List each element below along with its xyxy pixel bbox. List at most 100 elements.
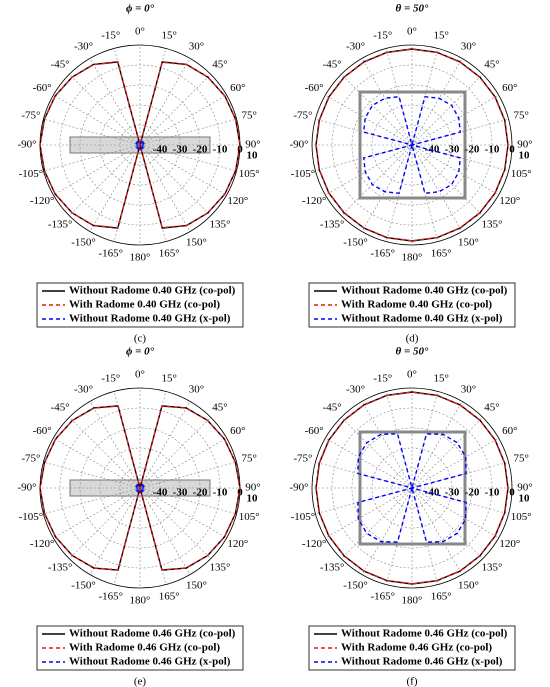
grid-spoke bbox=[139, 144, 191, 232]
angle-tick-label: 45° bbox=[484, 402, 499, 414]
angle-tick-label: 0° bbox=[407, 26, 417, 38]
angle-tick-label: 75° bbox=[241, 452, 256, 464]
grid-spoke bbox=[139, 487, 227, 539]
grid-spoke bbox=[139, 487, 191, 575]
legend-label: Without Radome 0.46 GHz (co-pol) bbox=[69, 628, 236, 640]
r-tick-label: -20 bbox=[465, 144, 480, 156]
grid-spoke bbox=[361, 58, 413, 146]
angle-tick-label: 135° bbox=[209, 218, 230, 230]
angle-tick-label: 90° bbox=[517, 139, 532, 151]
grid-spoke bbox=[53, 487, 141, 539]
grid-spoke bbox=[341, 417, 413, 489]
r-tick-label: 0 bbox=[509, 487, 515, 499]
grid-spoke bbox=[89, 144, 141, 232]
r-tick-label: -10 bbox=[213, 144, 228, 156]
r-tick-label: -40 bbox=[425, 144, 440, 156]
angle-tick-label: 30° bbox=[461, 384, 476, 396]
caption: (f) bbox=[407, 676, 418, 687]
pattern-line bbox=[39, 405, 241, 571]
grid-spoke bbox=[139, 74, 211, 146]
angle-tick-label: 30° bbox=[189, 41, 204, 53]
chart-title: θ = 50° bbox=[396, 346, 429, 358]
grid-spoke bbox=[69, 487, 141, 559]
angle-tick-label: 135° bbox=[481, 561, 502, 573]
legend-label: Without Radome 0.40 GHz (co-pol) bbox=[69, 285, 236, 297]
grid-spoke bbox=[411, 487, 499, 539]
angle-tick-label: 15° bbox=[162, 29, 177, 41]
angle-tick-label: -75° bbox=[21, 109, 40, 121]
angle-tick-label: -15° bbox=[373, 372, 392, 384]
grid-spoke bbox=[139, 118, 237, 146]
grid-spoke bbox=[385, 391, 413, 489]
grid-spoke bbox=[69, 74, 141, 146]
angle-tick-label: 75° bbox=[513, 109, 528, 121]
angle-tick-label: -15° bbox=[373, 29, 392, 41]
r-tick-label: -40 bbox=[425, 487, 440, 499]
grid-spoke bbox=[325, 437, 413, 489]
angle-tick-label: 150° bbox=[186, 236, 207, 248]
angle-tick-label: -135° bbox=[48, 218, 73, 230]
angle-tick-label: 30° bbox=[189, 384, 204, 396]
legend-box bbox=[36, 282, 244, 328]
grid-spoke bbox=[139, 487, 237, 515]
angle-tick-label: -120° bbox=[30, 538, 55, 550]
angle-tick-label: -90° bbox=[17, 482, 36, 494]
grid-spoke bbox=[139, 417, 211, 489]
r-tick-label: -30 bbox=[173, 487, 188, 499]
angle-tick-label: -45° bbox=[323, 402, 342, 414]
angle-tick-label: -60° bbox=[305, 82, 324, 94]
grid-spoke bbox=[325, 487, 413, 539]
angle-tick-label: 165° bbox=[431, 248, 452, 260]
angle-tick-label: 90° bbox=[517, 482, 532, 494]
legend-label: With Radome 0.40 GHz (co-pol) bbox=[341, 299, 492, 311]
angle-tick-label: -90° bbox=[17, 139, 36, 151]
angle-tick-label: -90° bbox=[289, 482, 308, 494]
legend-label: Without Radome 0.46 GHz (x-pol) bbox=[69, 656, 231, 668]
grid-spoke bbox=[89, 487, 141, 575]
angle-tick-label: 15° bbox=[434, 29, 449, 41]
angle-tick-label: 180° bbox=[130, 252, 151, 264]
angle-tick-label: -120° bbox=[302, 538, 327, 550]
caption: (c) bbox=[134, 333, 147, 345]
grid-spoke bbox=[139, 94, 227, 146]
legend-label: Without Radome 0.40 GHz (x-pol) bbox=[69, 313, 231, 325]
chart-title: θ = 50° bbox=[396, 3, 429, 15]
angle-tick-label: 165° bbox=[431, 591, 452, 603]
legend-label: Without Radome 0.40 GHz (co-pol) bbox=[341, 285, 508, 297]
caption: (e) bbox=[134, 676, 147, 687]
grid-spoke bbox=[341, 144, 413, 216]
pattern-line bbox=[39, 61, 241, 229]
annotation: 10 bbox=[247, 150, 259, 162]
angle-tick-label: 180° bbox=[402, 252, 423, 264]
pattern-line bbox=[315, 391, 509, 585]
angle-tick-label: 120° bbox=[227, 195, 248, 207]
angle-tick-label: 75° bbox=[513, 452, 528, 464]
grid-spoke bbox=[43, 487, 141, 515]
grid-spoke bbox=[139, 144, 227, 196]
r-tick-label: -10 bbox=[213, 487, 228, 499]
r-tick-label: -40 bbox=[153, 487, 168, 499]
angle-tick-label: 165° bbox=[159, 591, 180, 603]
chart-title: ϕ = 0° bbox=[126, 3, 155, 15]
r-tick-label: 0 bbox=[509, 144, 515, 156]
angle-tick-label: -75° bbox=[21, 452, 40, 464]
r-tick-label: -20 bbox=[193, 487, 208, 499]
angle-tick-label: -30° bbox=[74, 384, 93, 396]
angle-tick-label: -135° bbox=[320, 218, 345, 230]
r-tick-label: -40 bbox=[153, 144, 168, 156]
angle-tick-label: 75° bbox=[241, 109, 256, 121]
pattern-line bbox=[357, 433, 467, 543]
angle-tick-label: 105° bbox=[511, 168, 532, 180]
angle-tick-label: 105° bbox=[511, 511, 532, 523]
angle-tick-label: 120° bbox=[499, 195, 520, 207]
grid-spoke bbox=[43, 144, 141, 172]
grid-spoke bbox=[139, 437, 227, 489]
grid-spoke bbox=[325, 94, 413, 146]
grid-spoke bbox=[341, 74, 413, 146]
angle-tick-label: 60° bbox=[230, 425, 245, 437]
r-tick-label: -20 bbox=[465, 487, 480, 499]
angle-tick-label: -75° bbox=[293, 109, 312, 121]
angle-tick-label: -105° bbox=[19, 168, 44, 180]
angle-tick-label: 150° bbox=[458, 579, 479, 591]
grid-spoke bbox=[139, 58, 191, 146]
